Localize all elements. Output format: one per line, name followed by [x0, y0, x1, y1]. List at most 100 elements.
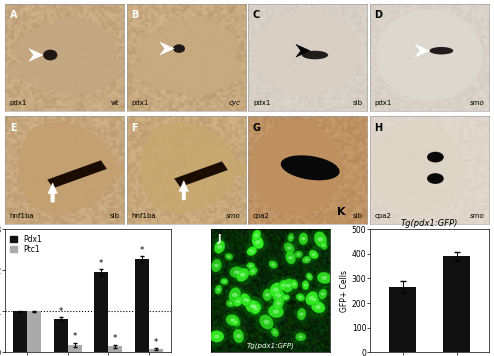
Ellipse shape [273, 288, 279, 292]
Ellipse shape [322, 244, 326, 247]
Text: E: E [10, 123, 16, 133]
Ellipse shape [311, 301, 325, 313]
Ellipse shape [231, 319, 240, 326]
Ellipse shape [319, 289, 327, 299]
Ellipse shape [273, 331, 277, 334]
Ellipse shape [322, 276, 327, 280]
Ellipse shape [296, 294, 305, 301]
Title: Tg(pdx1:GFP): Tg(pdx1:GFP) [401, 219, 458, 229]
Ellipse shape [251, 270, 255, 273]
Ellipse shape [300, 253, 313, 266]
Ellipse shape [294, 251, 303, 258]
Ellipse shape [284, 297, 288, 299]
Ellipse shape [271, 263, 275, 266]
Ellipse shape [217, 245, 222, 249]
Bar [27, 312, 41, 352]
Ellipse shape [226, 315, 239, 325]
Ellipse shape [310, 228, 331, 251]
Bar [94, 272, 108, 352]
Ellipse shape [299, 233, 308, 245]
Polygon shape [250, 121, 341, 215]
Ellipse shape [245, 297, 251, 305]
Ellipse shape [246, 300, 260, 313]
Text: F: F [131, 123, 138, 133]
Ellipse shape [209, 330, 224, 342]
Bar [443, 256, 470, 352]
Text: *: * [99, 259, 103, 268]
Polygon shape [19, 123, 115, 213]
Ellipse shape [276, 293, 281, 298]
Ellipse shape [279, 280, 288, 291]
Ellipse shape [247, 265, 259, 278]
Ellipse shape [247, 246, 257, 256]
Ellipse shape [292, 283, 296, 286]
Ellipse shape [236, 334, 241, 338]
Ellipse shape [249, 300, 260, 312]
Ellipse shape [229, 326, 248, 346]
Text: *: * [113, 334, 118, 344]
Ellipse shape [304, 284, 307, 287]
Ellipse shape [250, 304, 256, 309]
Ellipse shape [173, 44, 185, 53]
Ellipse shape [229, 316, 242, 329]
Text: cpa2: cpa2 [374, 213, 391, 219]
Text: C: C [253, 10, 260, 20]
Ellipse shape [252, 230, 261, 241]
Ellipse shape [207, 256, 225, 274]
Ellipse shape [250, 250, 254, 252]
Ellipse shape [236, 300, 240, 303]
Ellipse shape [299, 279, 312, 292]
Ellipse shape [223, 310, 242, 330]
Ellipse shape [310, 295, 319, 304]
Ellipse shape [246, 297, 263, 315]
Ellipse shape [295, 230, 311, 247]
Legend: Pdx1, Ptc1: Pdx1, Ptc1 [9, 233, 43, 256]
Ellipse shape [230, 267, 244, 278]
Ellipse shape [217, 288, 220, 291]
Polygon shape [8, 46, 121, 94]
Text: D: D [374, 10, 382, 20]
Ellipse shape [308, 297, 328, 317]
Polygon shape [47, 160, 107, 188]
Polygon shape [179, 181, 189, 200]
Ellipse shape [286, 283, 291, 287]
Ellipse shape [43, 49, 57, 61]
Ellipse shape [230, 318, 235, 322]
Text: *: * [154, 338, 158, 347]
Ellipse shape [255, 311, 277, 333]
Ellipse shape [229, 302, 232, 305]
Ellipse shape [315, 268, 334, 288]
Ellipse shape [294, 291, 307, 304]
Ellipse shape [290, 279, 298, 289]
Ellipse shape [247, 300, 249, 302]
Text: hnf1ba: hnf1ba [10, 213, 35, 219]
Y-axis label: GFP+ Cells: GFP+ Cells [340, 270, 349, 312]
Ellipse shape [299, 313, 304, 316]
Ellipse shape [317, 272, 331, 284]
Polygon shape [106, 161, 136, 176]
Ellipse shape [308, 293, 322, 307]
Text: J: J [217, 234, 221, 244]
Ellipse shape [288, 234, 294, 242]
Ellipse shape [314, 231, 327, 247]
Ellipse shape [292, 248, 304, 261]
Ellipse shape [268, 305, 284, 318]
Polygon shape [136, 17, 236, 80]
Ellipse shape [227, 262, 246, 282]
Polygon shape [14, 17, 115, 80]
Polygon shape [377, 10, 482, 100]
Bar [149, 349, 163, 352]
Ellipse shape [287, 246, 291, 250]
Ellipse shape [276, 278, 290, 293]
Ellipse shape [301, 237, 306, 240]
Ellipse shape [234, 270, 239, 274]
Ellipse shape [307, 247, 321, 262]
Ellipse shape [254, 234, 259, 237]
Ellipse shape [304, 271, 315, 282]
Ellipse shape [229, 287, 241, 302]
Ellipse shape [427, 173, 444, 184]
Ellipse shape [254, 307, 258, 310]
Ellipse shape [271, 328, 279, 337]
Ellipse shape [243, 298, 248, 302]
Polygon shape [48, 183, 57, 202]
